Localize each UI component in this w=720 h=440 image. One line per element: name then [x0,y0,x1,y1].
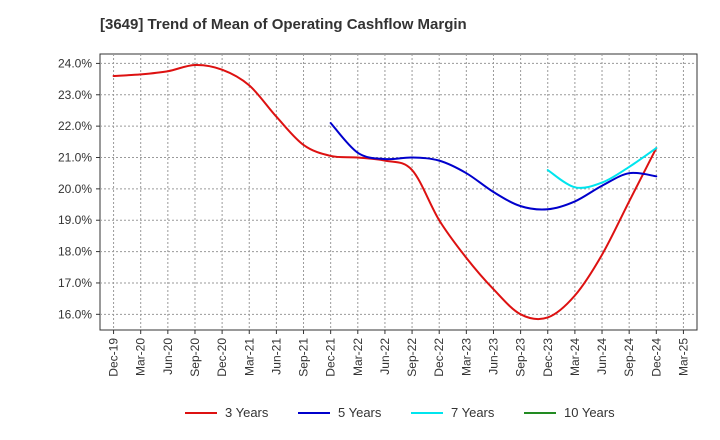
x-tick-label: Mar-25 [676,338,690,376]
x-tick-label: Dec-20 [215,338,229,377]
plot-area [99,53,698,331]
y-tick-label: 21.0% [58,151,92,165]
legend-swatch [298,411,330,414]
x-tick-label: Sep-22 [405,338,419,377]
y-tick-label: 19.0% [58,213,92,227]
y-tick-label: 18.0% [58,245,92,259]
x-tick-label: Sep-21 [297,338,311,377]
series-line-5-years [329,122,658,211]
legend-label: 7 Years [451,405,495,420]
legend-item: 3 Years [185,405,268,420]
y-tick-label: 23.0% [58,88,92,102]
x-tick-label: Jun-22 [378,338,392,375]
legend-label: 10 Years [564,405,615,420]
legend-label: 3 Years [225,405,269,420]
x-tick-label: Sep-20 [188,338,202,377]
x-tick-label: Dec-24 [649,338,663,377]
legend-swatch [411,411,443,414]
x-tick-label: Mar-20 [134,338,148,376]
x-tick-label: Dec-22 [432,338,446,377]
legend: 3 Years 5 Years 7 Years 10 Years [0,405,720,425]
x-tick-label: Mar-24 [568,338,582,376]
legend-label: 5 Years [338,405,382,420]
legend-swatch [524,411,556,414]
x-tick-label: Jun-24 [595,338,609,375]
y-tick-label: 22.0% [58,119,92,133]
legend-swatch [185,411,217,414]
x-tick-label: Jun-21 [269,338,283,375]
x-tick-label: Jun-23 [486,338,500,375]
chart-title: [3649] Trend of Mean of Operating Cashfl… [100,16,467,33]
legend-item: 7 Years [411,405,494,420]
legend-item: 10 Years [524,405,615,420]
y-tick-label: 17.0% [58,276,92,290]
x-tick-label: Dec-19 [107,338,121,377]
x-tick-label: Dec-23 [541,338,555,377]
x-tick-label: Mar-23 [459,338,473,376]
x-tick-label: Sep-24 [622,338,636,377]
series-line-7-years [546,147,658,189]
x-tick-label: Sep-23 [514,338,528,377]
legend-item: 5 Years [298,405,381,420]
x-tick-label: Mar-21 [242,338,256,376]
x-tick-label: Dec-21 [324,338,338,377]
y-tick-label: 24.0% [58,56,92,70]
y-tick-label: 20.0% [58,182,92,196]
x-tick-label: Mar-22 [351,338,365,376]
y-tick-label: 16.0% [58,307,92,321]
series-line-3-years [112,63,658,321]
x-tick-label: Jun-20 [161,338,175,375]
